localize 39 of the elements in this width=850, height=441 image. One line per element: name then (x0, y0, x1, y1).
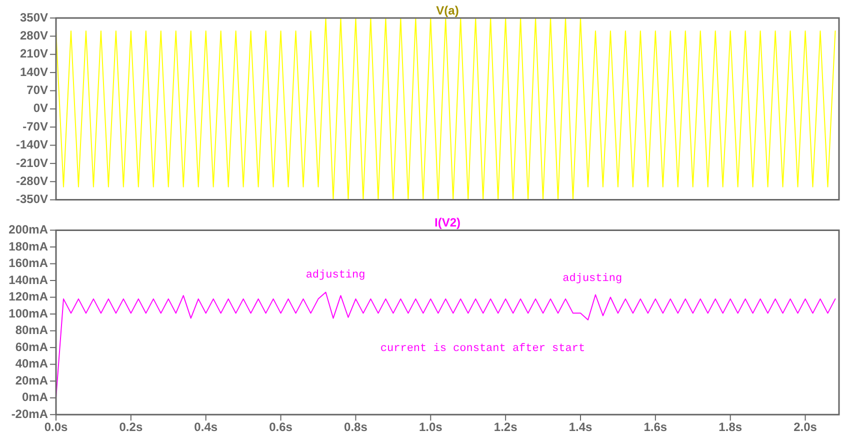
y-tick-label: 70V (26, 83, 48, 98)
y-tick-label: -140V (16, 138, 48, 152)
x-tick-label: 2.0s (794, 420, 818, 434)
x-tick-label: 1.4s (568, 420, 592, 434)
y-tick-label: -350V (16, 192, 48, 206)
x-tick-label: 1.2s (494, 420, 518, 434)
y-tick-label: -70V (22, 119, 48, 134)
y-tick-label: 80mA (15, 323, 48, 338)
x-tick-label: 1.8s (718, 420, 742, 434)
y-tick-label: 120mA (8, 290, 48, 304)
y-tick-label: -280V (16, 174, 48, 188)
y-tick-label: 40mA (15, 356, 48, 371)
y-tick-label: 210V (20, 46, 48, 61)
x-tick-label: 0.8s (344, 420, 368, 434)
y-tick-label: -20mA (11, 406, 48, 421)
x-tick-label: 1.6s (644, 420, 668, 434)
y-tick-label: 0V (33, 101, 48, 116)
y-tick-label: 100mA (8, 306, 48, 320)
y-tick-label: 180mA (8, 239, 48, 254)
y-tick-label: 140V (20, 64, 48, 79)
x-tick-label: 1.0s (418, 420, 443, 434)
x-tick-label: 0.0s (44, 420, 68, 434)
annotation: adjusting (562, 273, 622, 286)
y-tick-label: 280V (20, 28, 48, 42)
x-tick-label: 0.6s (269, 420, 293, 434)
y-tick-label: 160mA (8, 256, 48, 270)
y-tick-label: 60mA (15, 340, 48, 354)
y-tick-label: 140mA (8, 272, 48, 287)
chart-title: I(V2) (434, 216, 461, 230)
x-tick-label: 0.4s (194, 420, 218, 434)
y-tick-label: 200mA (8, 222, 48, 237)
y-tick-label: -210V (16, 156, 48, 170)
chart-title: V(a) (436, 3, 459, 18)
y-tick-label: 20mA (15, 373, 48, 388)
y-tick-label: 0mA (22, 390, 48, 404)
x-tick-label: 0.2s (119, 420, 143, 434)
annotation: current is constant after start (380, 343, 586, 356)
y-tick-label: 350V (20, 10, 48, 24)
annotation: adjusting (306, 269, 366, 282)
